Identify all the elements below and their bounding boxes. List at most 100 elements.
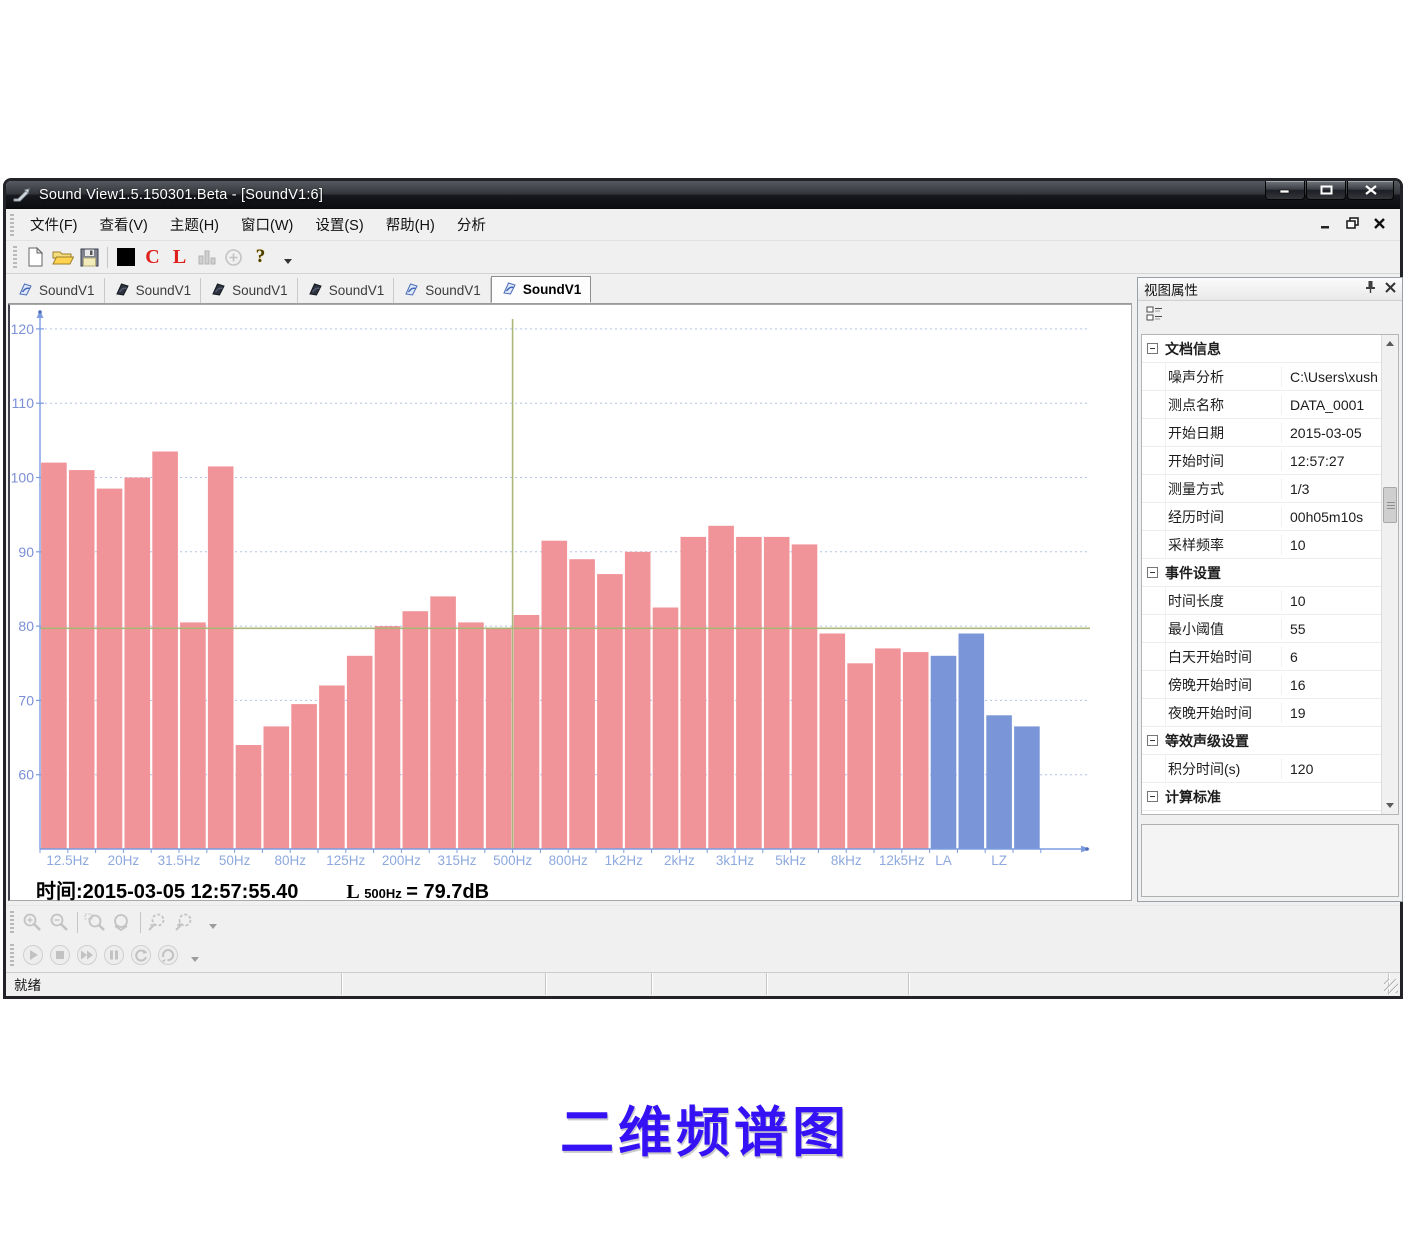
group-label: 等效声级设置 — [1165, 732, 1249, 749]
properties-panel-header: 视图属性 — [1138, 278, 1402, 301]
page-title: 二维频谱图 — [560, 1103, 850, 1163]
property-row[interactable]: 白天开始时间 6 — [1142, 643, 1398, 671]
property-group-row[interactable]: 等效声级设置 — [1142, 727, 1398, 755]
row-gutter — [1142, 615, 1166, 642]
spectrum-chart[interactable]: 120 110 100 90 80 70 60 12.5Hz 20Hz 31.5Hz 50Hz 80H… — [10, 305, 1131, 878]
property-name: 采样频率 — [1166, 534, 1282, 555]
svg-text:3k1Hz: 3k1Hz — [716, 853, 755, 868]
pin-icon[interactable] — [1364, 280, 1376, 299]
property-group-row[interactable]: 事件设置 — [1142, 559, 1398, 587]
toolbar-separator — [140, 911, 141, 933]
open-folder-button[interactable] — [49, 245, 76, 270]
property-row[interactable]: 最小阈值 55 — [1142, 615, 1398, 643]
toolbar-gripper[interactable] — [13, 246, 17, 268]
property-row[interactable]: 积分时间(s) 120 — [1142, 755, 1398, 783]
property-row[interactable]: 测点名称 DATA_0001 — [1142, 391, 1398, 419]
property-value[interactable]: 2015-03-05 — [1290, 424, 1362, 441]
letter-c-icon[interactable]: C — [145, 246, 160, 268]
property-row[interactable]: 噪声分析 C:\Users\xush — [1142, 363, 1398, 391]
collapse-icon[interactable] — [1147, 735, 1158, 746]
property-value[interactable]: C:\Users\xush — [1290, 368, 1378, 385]
property-value[interactable]: 120 — [1290, 760, 1314, 777]
menu-item-4[interactable]: 设置(S) — [315, 218, 364, 234]
property-grid-scrollbar[interactable] — [1381, 335, 1398, 814]
tab-soundv1-1[interactable]: SoundV1 — [8, 278, 105, 303]
spectrum-chart-panel[interactable]: 120 110 100 90 80 70 60 12.5Hz 20Hz 31.5Hz 50Hz 80H… — [8, 304, 1132, 903]
mdi-close-button[interactable] — [1374, 216, 1386, 234]
close-button[interactable] — [1347, 181, 1394, 200]
menu-item-6[interactable]: 分析 — [456, 218, 486, 234]
property-group-row[interactable]: 文档信息 — [1142, 335, 1398, 363]
scrollbar-down-icon[interactable] — [1382, 797, 1398, 814]
property-row[interactable]: 夜晚开始时间 19 — [1142, 699, 1398, 727]
tab-soundv1-3[interactable]: SoundV1 — [201, 278, 298, 303]
property-value[interactable]: 16 — [1290, 676, 1306, 693]
save-button[interactable] — [76, 245, 103, 270]
property-value[interactable]: 00h05m10s — [1290, 508, 1364, 525]
menu-item-5[interactable]: 帮助(H) — [385, 218, 435, 234]
property-value[interactable]: 6 — [1290, 648, 1298, 665]
chart-canvas[interactable]: 120 110 100 90 80 70 60 12.5Hz 20Hz 31.5Hz 50Hz 80H… — [10, 305, 1130, 873]
property-name: 测量方式 — [1166, 478, 1282, 499]
tab-soundv1-2[interactable]: SoundV1 — [105, 278, 202, 303]
property-value[interactable]: DATA_0001 — [1290, 396, 1365, 413]
chart-cursor[interactable] — [40, 319, 1090, 849]
row-gutter — [1142, 419, 1166, 446]
refresh-button — [127, 943, 154, 968]
property-value[interactable]: 10 — [1290, 536, 1306, 553]
menu-item-0[interactable]: 文件(F) — [30, 218, 78, 234]
collapse-icon[interactable] — [1147, 791, 1158, 802]
categorized-view-icon[interactable] — [1146, 306, 1164, 328]
collapse-icon[interactable] — [1147, 567, 1158, 578]
dropdown-arrow-icon[interactable] — [283, 258, 292, 264]
property-row[interactable]: 测量方式 1/3 — [1142, 475, 1398, 503]
letter-c-button[interactable]: C — [139, 245, 166, 270]
color-swatch-button[interactable] — [112, 245, 139, 270]
minimize-button[interactable] — [1265, 181, 1305, 200]
main-toolbar: C L? — [6, 241, 1400, 274]
property-value[interactable]: 10 — [1290, 592, 1306, 609]
help-icon[interactable]: ? — [255, 246, 266, 267]
row-gutter — [1142, 363, 1166, 390]
letter-l-button[interactable]: L — [166, 245, 193, 270]
menubar-gripper[interactable] — [10, 213, 14, 236]
property-value[interactable]: 19 — [1290, 704, 1306, 721]
tab-soundv1-5[interactable]: SoundV1 — [394, 278, 491, 303]
property-row[interactable]: 开始日期 2015-03-05 — [1142, 419, 1398, 447]
new-document-button[interactable] — [22, 245, 49, 270]
app-logo-icon — [13, 187, 31, 203]
scrollbar-up-icon[interactable] — [1382, 335, 1398, 352]
spectrum-bars[interactable] — [41, 451, 1040, 850]
resize-grip[interactable] — [1384, 979, 1398, 993]
help-button[interactable]: ? — [247, 245, 274, 270]
dropdown-arrow-icon[interactable] — [274, 245, 301, 270]
property-row[interactable]: 傍晚开始时间 16 — [1142, 671, 1398, 699]
panel-close-icon[interactable] — [1385, 280, 1396, 298]
svg-text:1k2Hz: 1k2Hz — [605, 853, 644, 868]
menu-item-1[interactable]: 查看(V) — [99, 218, 148, 234]
status-panel-2 — [546, 973, 652, 995]
tab-soundv1-4[interactable]: SoundV1 — [298, 278, 395, 303]
zoom-toolbar-items — [19, 910, 226, 935]
menu-item-2[interactable]: 主题(H) — [169, 218, 219, 234]
letter-l-icon[interactable]: L — [172, 246, 187, 268]
property-row[interactable]: 采样频率 10 — [1142, 531, 1398, 559]
mdi-minimize-button[interactable] — [1320, 216, 1331, 234]
maximize-button[interactable] — [1306, 181, 1346, 200]
mdi-restore-button[interactable] — [1346, 216, 1359, 234]
property-value[interactable]: 12:57:27 — [1290, 452, 1345, 469]
property-row[interactable]: 时间长度 10 — [1142, 587, 1398, 615]
transport-toolbar-gripper[interactable] — [10, 944, 14, 966]
tab-soundv1-6[interactable]: SoundV1 — [490, 276, 592, 303]
property-value[interactable]: 1/3 — [1290, 480, 1310, 497]
toolbar-separator — [77, 911, 78, 933]
property-row[interactable]: 经历时间 00h05m10s — [1142, 503, 1398, 531]
menu-item-3[interactable]: 窗口(W) — [241, 218, 294, 234]
property-value[interactable]: 55 — [1290, 620, 1306, 637]
property-group-row[interactable]: 计算标准 — [1142, 783, 1398, 811]
property-row[interactable]: 开始时间 12:57:27 — [1142, 447, 1398, 475]
collapse-icon[interactable] — [1147, 343, 1158, 354]
scrollbar-thumb[interactable] — [1383, 487, 1397, 523]
zoom-toolbar-gripper[interactable] — [10, 911, 14, 933]
